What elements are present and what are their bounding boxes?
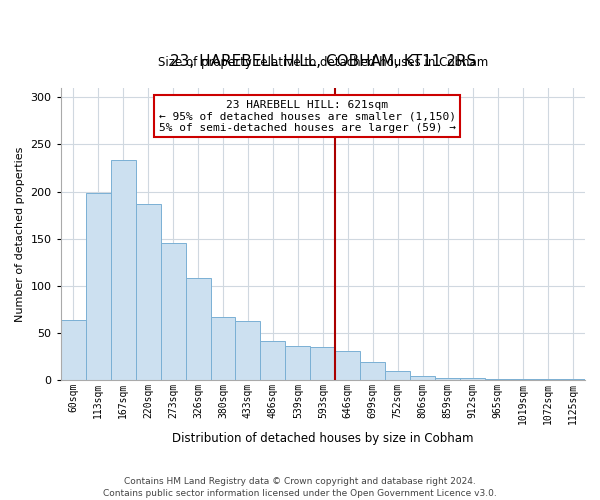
Bar bbox=[185, 278, 211, 380]
Bar bbox=[310, 347, 335, 380]
Bar bbox=[136, 204, 161, 380]
Bar bbox=[560, 379, 585, 380]
Bar bbox=[161, 244, 185, 380]
Y-axis label: Number of detached properties: Number of detached properties bbox=[15, 146, 25, 322]
Bar bbox=[385, 372, 410, 380]
Bar bbox=[61, 320, 86, 380]
Bar bbox=[110, 160, 136, 380]
Bar bbox=[485, 379, 510, 380]
Bar bbox=[535, 379, 560, 380]
Title: 23, HAREBELL HILL, COBHAM, KT11 2RS: 23, HAREBELL HILL, COBHAM, KT11 2RS bbox=[170, 54, 476, 69]
Bar bbox=[286, 346, 310, 380]
Bar bbox=[260, 341, 286, 380]
X-axis label: Distribution of detached houses by size in Cobham: Distribution of detached houses by size … bbox=[172, 432, 473, 445]
Bar bbox=[361, 362, 385, 380]
Bar bbox=[410, 376, 435, 380]
Bar bbox=[435, 378, 460, 380]
Text: Size of property relative to detached houses in Cobham: Size of property relative to detached ho… bbox=[158, 56, 488, 69]
Bar bbox=[86, 194, 110, 380]
Text: 23 HAREBELL HILL: 621sqm
← 95% of detached houses are smaller (1,150)
5% of semi: 23 HAREBELL HILL: 621sqm ← 95% of detach… bbox=[158, 100, 455, 133]
Bar bbox=[235, 322, 260, 380]
Bar bbox=[211, 316, 235, 380]
Bar bbox=[335, 350, 361, 380]
Bar bbox=[460, 378, 485, 380]
Bar bbox=[510, 379, 535, 380]
Text: Contains HM Land Registry data © Crown copyright and database right 2024.
Contai: Contains HM Land Registry data © Crown c… bbox=[103, 476, 497, 498]
